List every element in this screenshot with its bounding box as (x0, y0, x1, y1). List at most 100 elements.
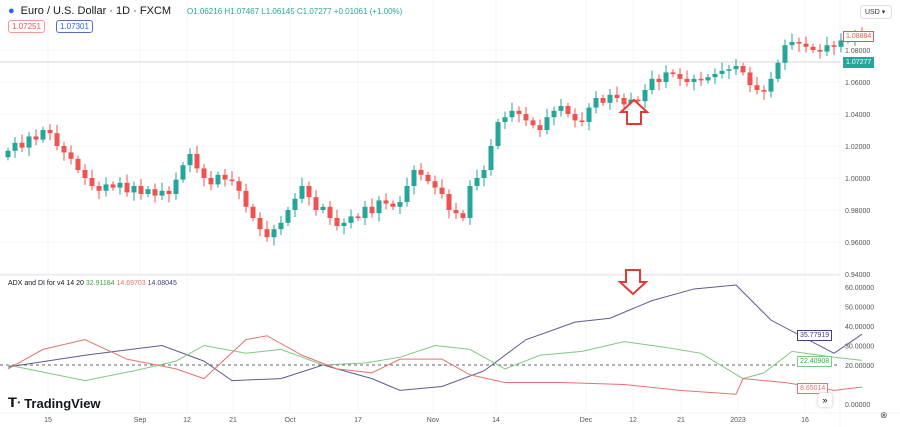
currency-label: USD (865, 9, 880, 16)
settings-icon[interactable]: ⊗ (880, 410, 888, 420)
candle-body (250, 206, 256, 218)
time-tick-label: 12 (183, 417, 191, 424)
candle-body (726, 69, 732, 71)
candle-body (523, 114, 529, 121)
candle-body (334, 218, 340, 226)
time-tick-label: Sep (134, 417, 147, 424)
candle-body (390, 203, 396, 207)
candle-body (89, 178, 95, 186)
candle-body (229, 179, 235, 182)
candle-body (271, 229, 277, 238)
candle-body (824, 45, 830, 52)
minus-di-line (7, 335, 863, 395)
candle-body (222, 174, 228, 180)
candle-body (383, 200, 389, 204)
candle-body (733, 66, 739, 70)
crosshair-price-label: 1.07277 (843, 57, 875, 68)
candle-body (131, 186, 137, 193)
indicator-tick-label: 20.00000 (845, 363, 874, 370)
candle-body (614, 94, 620, 98)
time-tick-label: 15 (44, 417, 52, 424)
scroll-to-realtime-button[interactable]: » (818, 393, 832, 407)
time-tick-label: 21 (229, 417, 237, 424)
candle-body (621, 98, 627, 105)
price-tick-label: 1.00000 (845, 176, 870, 183)
candle-body (61, 146, 67, 153)
adx-last-label: 35.77919 (797, 330, 833, 341)
time-tick-label: 14 (492, 417, 500, 424)
currency-select[interactable]: USD ▾ (860, 5, 892, 19)
candle-body (579, 120, 585, 122)
candle-body (600, 98, 606, 103)
candle-body (159, 190, 165, 196)
candle-body (54, 133, 60, 146)
candle-body (544, 117, 550, 130)
candle-body (12, 142, 18, 151)
indicator-name[interactable]: ADX and DI for v4 14 20 (8, 280, 84, 287)
candle-body (691, 78, 697, 82)
candle-body (502, 117, 508, 122)
candle-body (740, 66, 746, 73)
candle-body (19, 142, 25, 148)
candle-body (82, 170, 88, 178)
candle-body (110, 184, 116, 188)
minus-di-value: 14.69703 (116, 280, 146, 287)
buy-button[interactable]: 1.07301 (56, 20, 93, 33)
candle-body (803, 43, 809, 47)
candle-body (474, 178, 480, 186)
price-tick-label: 1.06000 (845, 80, 870, 87)
candle-body (145, 189, 151, 194)
candle-body (439, 187, 445, 194)
candle-body (278, 222, 284, 230)
candle-body (593, 98, 599, 108)
candle-body (306, 186, 312, 198)
candle-body (369, 206, 375, 214)
down-arrow-icon (617, 269, 649, 296)
candle-body (292, 198, 298, 210)
candle-body (152, 189, 158, 196)
brand-name: TradingView (24, 395, 101, 411)
candle-body (677, 74, 683, 79)
candle-body (810, 46, 816, 50)
candle-body (530, 120, 536, 126)
candle-body (201, 168, 207, 178)
candle-body (719, 70, 725, 74)
candle-body (516, 110, 522, 114)
candle-body (768, 78, 774, 92)
candle-body (663, 72, 669, 82)
candle-body (26, 136, 32, 148)
price-tick-label: 0.94000 (845, 272, 870, 279)
indicator-tick-label: 0.00000 (845, 402, 870, 409)
candle-body (446, 194, 452, 210)
indicator-tick-label: 30.00000 (845, 344, 874, 351)
candle-body (453, 210, 459, 214)
candle-body (320, 206, 326, 210)
candle-body (285, 210, 291, 223)
candle-body (432, 181, 438, 188)
time-tick-label: Dec (580, 417, 593, 424)
candle-body (831, 45, 837, 47)
indicator-tick-label: 50.00000 (845, 305, 874, 312)
candle-body (698, 78, 704, 81)
candle-body (684, 78, 690, 82)
symbol-legend: ● Euro / U.S. Dollar · 1D · FXCM O1.0621… (8, 5, 402, 17)
tradingview-logo[interactable]: 𝗧ᐧ TradingView (8, 395, 101, 411)
candle-body (96, 186, 102, 191)
candle-body (796, 42, 802, 44)
candle-body (68, 152, 74, 159)
candle-body (642, 90, 648, 102)
candle-body (747, 72, 753, 86)
candle-body (348, 216, 354, 223)
price-tick-label: 1.04000 (845, 112, 870, 119)
candle-body (460, 213, 466, 218)
ohlc-readout: O1.06216 H1.07467 L1.06145 C1.07277 +0.0… (187, 6, 403, 16)
plus-di-value: 32.91184 (85, 280, 115, 287)
candle-body (166, 190, 172, 194)
symbol-title[interactable]: Euro / U.S. Dollar · 1D · FXCM (20, 5, 172, 17)
sell-button[interactable]: 1.07251 (8, 20, 45, 33)
candle-body (670, 72, 676, 74)
candle-body (243, 190, 249, 207)
candle-body (712, 74, 718, 78)
plus-di-line (7, 341, 863, 382)
